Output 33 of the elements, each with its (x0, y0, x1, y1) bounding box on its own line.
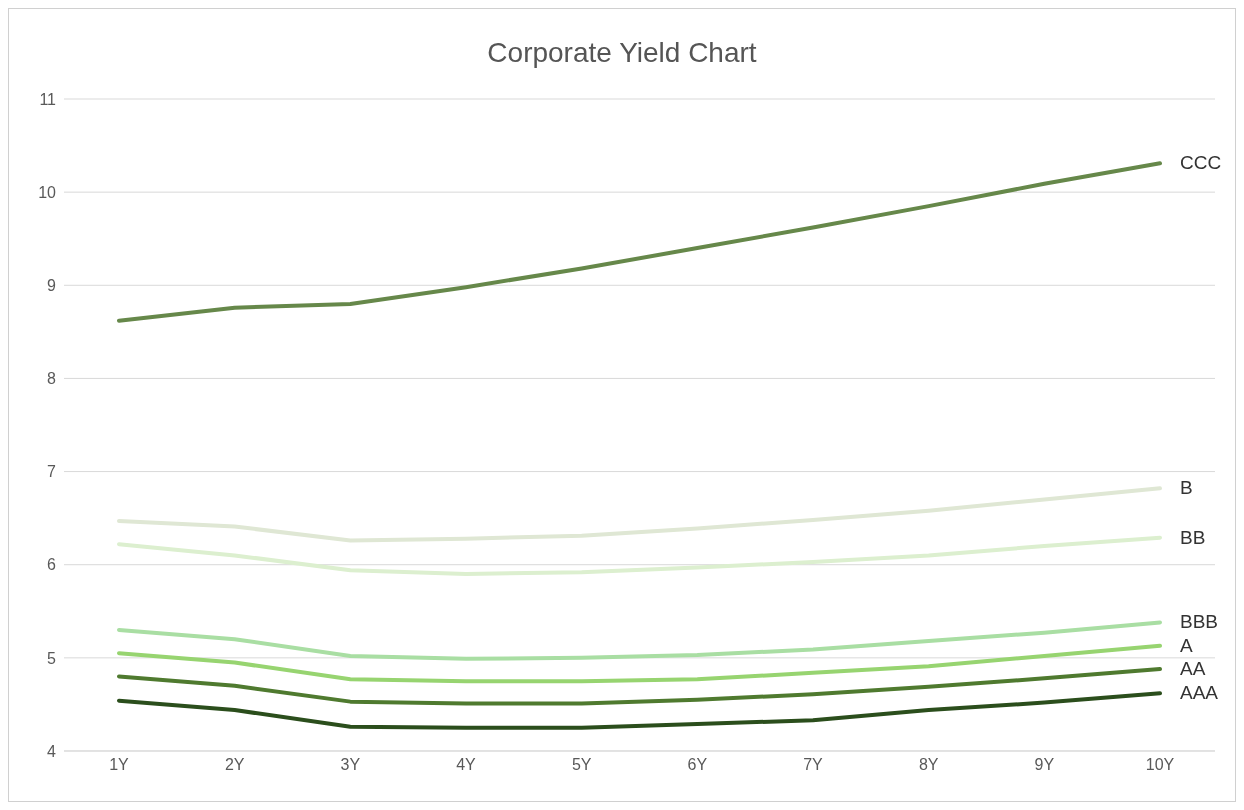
series-label: AAA (1180, 682, 1219, 704)
line-series (117, 667, 1162, 706)
y-tick-label: 11 (39, 90, 57, 108)
y-tick-label: 9 (47, 276, 57, 294)
line-series (117, 691, 1162, 730)
series-label: BBB (1180, 611, 1219, 633)
line-series (117, 161, 1162, 323)
chart-title: Corporate Yield Chart (486, 37, 758, 69)
line-series (117, 620, 1162, 661)
series-label: B (1180, 477, 1193, 499)
x-tick-label: 2Y (224, 756, 245, 774)
series-label: BB (1180, 526, 1206, 548)
x-tick-label: 8Y (918, 756, 939, 774)
x-tick-label: 4Y (456, 756, 477, 774)
series-label: A (1180, 634, 1193, 656)
x-tick-label: 6Y (687, 756, 708, 774)
line-series (117, 535, 1162, 577)
series-label: AA (1180, 658, 1206, 680)
x-tick-label: 1Y (109, 756, 130, 774)
y-tick-label: 8 (47, 370, 57, 388)
line-series (117, 486, 1162, 543)
x-tick-label: 9Y (1034, 756, 1055, 774)
y-tick-label: 4 (47, 742, 57, 760)
y-tick-label: 5 (47, 649, 57, 667)
y-tick-label: 6 (47, 556, 57, 574)
x-tick-label: 5Y (571, 756, 592, 774)
series-label: CCC (1180, 152, 1222, 174)
x-tick-label: 7Y (803, 756, 824, 774)
x-tick-label: 3Y (340, 756, 361, 774)
x-tick-label: 10Y (1145, 756, 1175, 774)
line-series (117, 643, 1162, 684)
y-tick-label: 10 (38, 183, 57, 201)
y-tick-label: 7 (47, 463, 57, 481)
